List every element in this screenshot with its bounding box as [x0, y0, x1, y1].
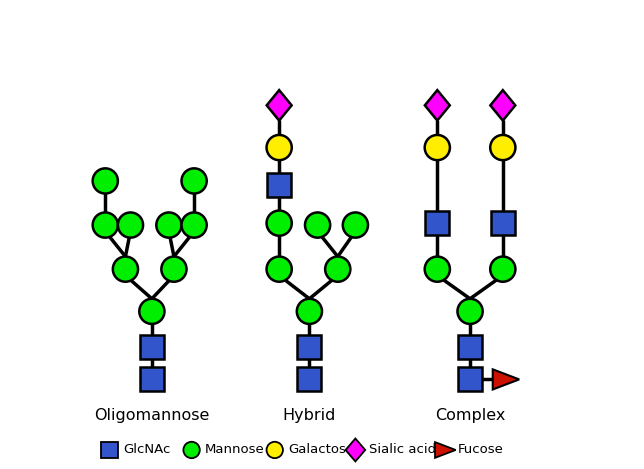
Polygon shape [140, 335, 164, 359]
Circle shape [156, 212, 182, 238]
Text: Galactose: Galactose [288, 444, 354, 456]
Text: Hybrid: Hybrid [283, 408, 336, 423]
Circle shape [113, 257, 138, 282]
Polygon shape [425, 211, 450, 235]
Polygon shape [493, 369, 519, 389]
Circle shape [343, 212, 368, 238]
Circle shape [424, 257, 450, 282]
Circle shape [267, 257, 292, 282]
Circle shape [424, 135, 450, 160]
Polygon shape [458, 367, 482, 391]
Polygon shape [140, 367, 164, 391]
Circle shape [139, 299, 164, 324]
Circle shape [490, 135, 515, 160]
Polygon shape [425, 90, 450, 121]
Polygon shape [490, 90, 515, 121]
Text: Complex: Complex [435, 408, 506, 423]
Circle shape [184, 442, 200, 458]
Polygon shape [458, 335, 482, 359]
Polygon shape [298, 335, 321, 359]
Text: GlcNAc: GlcNAc [123, 444, 170, 456]
Polygon shape [491, 211, 515, 235]
Circle shape [297, 299, 322, 324]
Text: Oligomannose: Oligomannose [94, 408, 209, 423]
Circle shape [267, 135, 292, 160]
Circle shape [93, 212, 118, 238]
Circle shape [267, 211, 292, 236]
Text: Sialic acid: Sialic acid [368, 444, 436, 456]
Circle shape [490, 257, 515, 282]
Polygon shape [346, 439, 365, 461]
Circle shape [182, 212, 207, 238]
Circle shape [325, 257, 350, 282]
Polygon shape [298, 367, 321, 391]
Circle shape [93, 168, 118, 194]
Circle shape [457, 299, 482, 324]
Polygon shape [435, 442, 456, 458]
Circle shape [118, 212, 143, 238]
Circle shape [182, 168, 207, 194]
Text: Fucose: Fucose [458, 444, 504, 456]
Polygon shape [102, 442, 118, 458]
Polygon shape [267, 174, 291, 197]
Circle shape [267, 442, 283, 458]
Text: Mannose: Mannose [205, 444, 265, 456]
Polygon shape [267, 90, 292, 121]
Circle shape [305, 212, 330, 238]
Circle shape [162, 257, 187, 282]
